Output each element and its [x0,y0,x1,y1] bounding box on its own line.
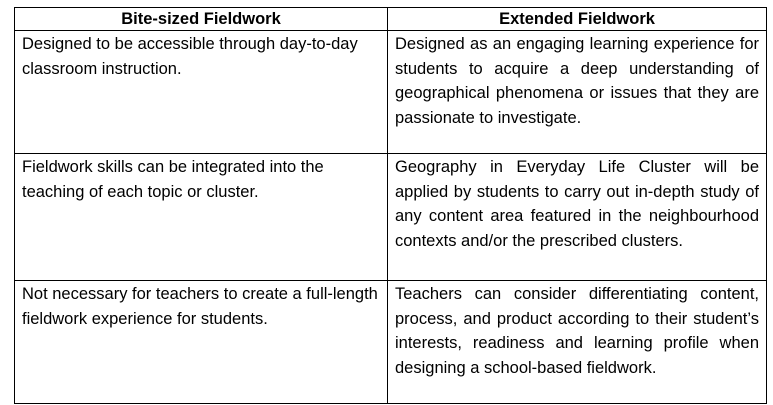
table-row: Not necessary for teachers to create a f… [14,280,767,404]
fieldwork-comparison-table: Bite-sized Fieldwork Extended Fieldwork … [14,7,767,404]
bite-sized-cell: Not necessary for teachers to create a f… [14,280,388,404]
table-body: Designed to be accessible through day-to… [14,30,767,404]
bite-sized-cell: Fieldwork skills can be integrated into … [14,153,388,281]
table-row: Fieldwork skills can be integrated into … [14,153,767,281]
table-header: Bite-sized Fieldwork Extended Fieldwork [14,7,767,31]
extended-cell: Teachers can consider differentiating co… [387,280,767,404]
header-bite-sized-fieldwork: Bite-sized Fieldwork [14,7,388,31]
header-extended-fieldwork: Extended Fieldwork [387,7,767,31]
extended-cell: Geography in Everyday Life Cluster will … [387,153,767,281]
extended-cell: Designed as an engaging learning experie… [387,30,767,154]
table-row: Designed to be accessible through day-to… [14,30,767,154]
bite-sized-cell: Designed to be accessible through day-to… [14,30,388,154]
header-row: Bite-sized Fieldwork Extended Fieldwork [14,7,767,31]
